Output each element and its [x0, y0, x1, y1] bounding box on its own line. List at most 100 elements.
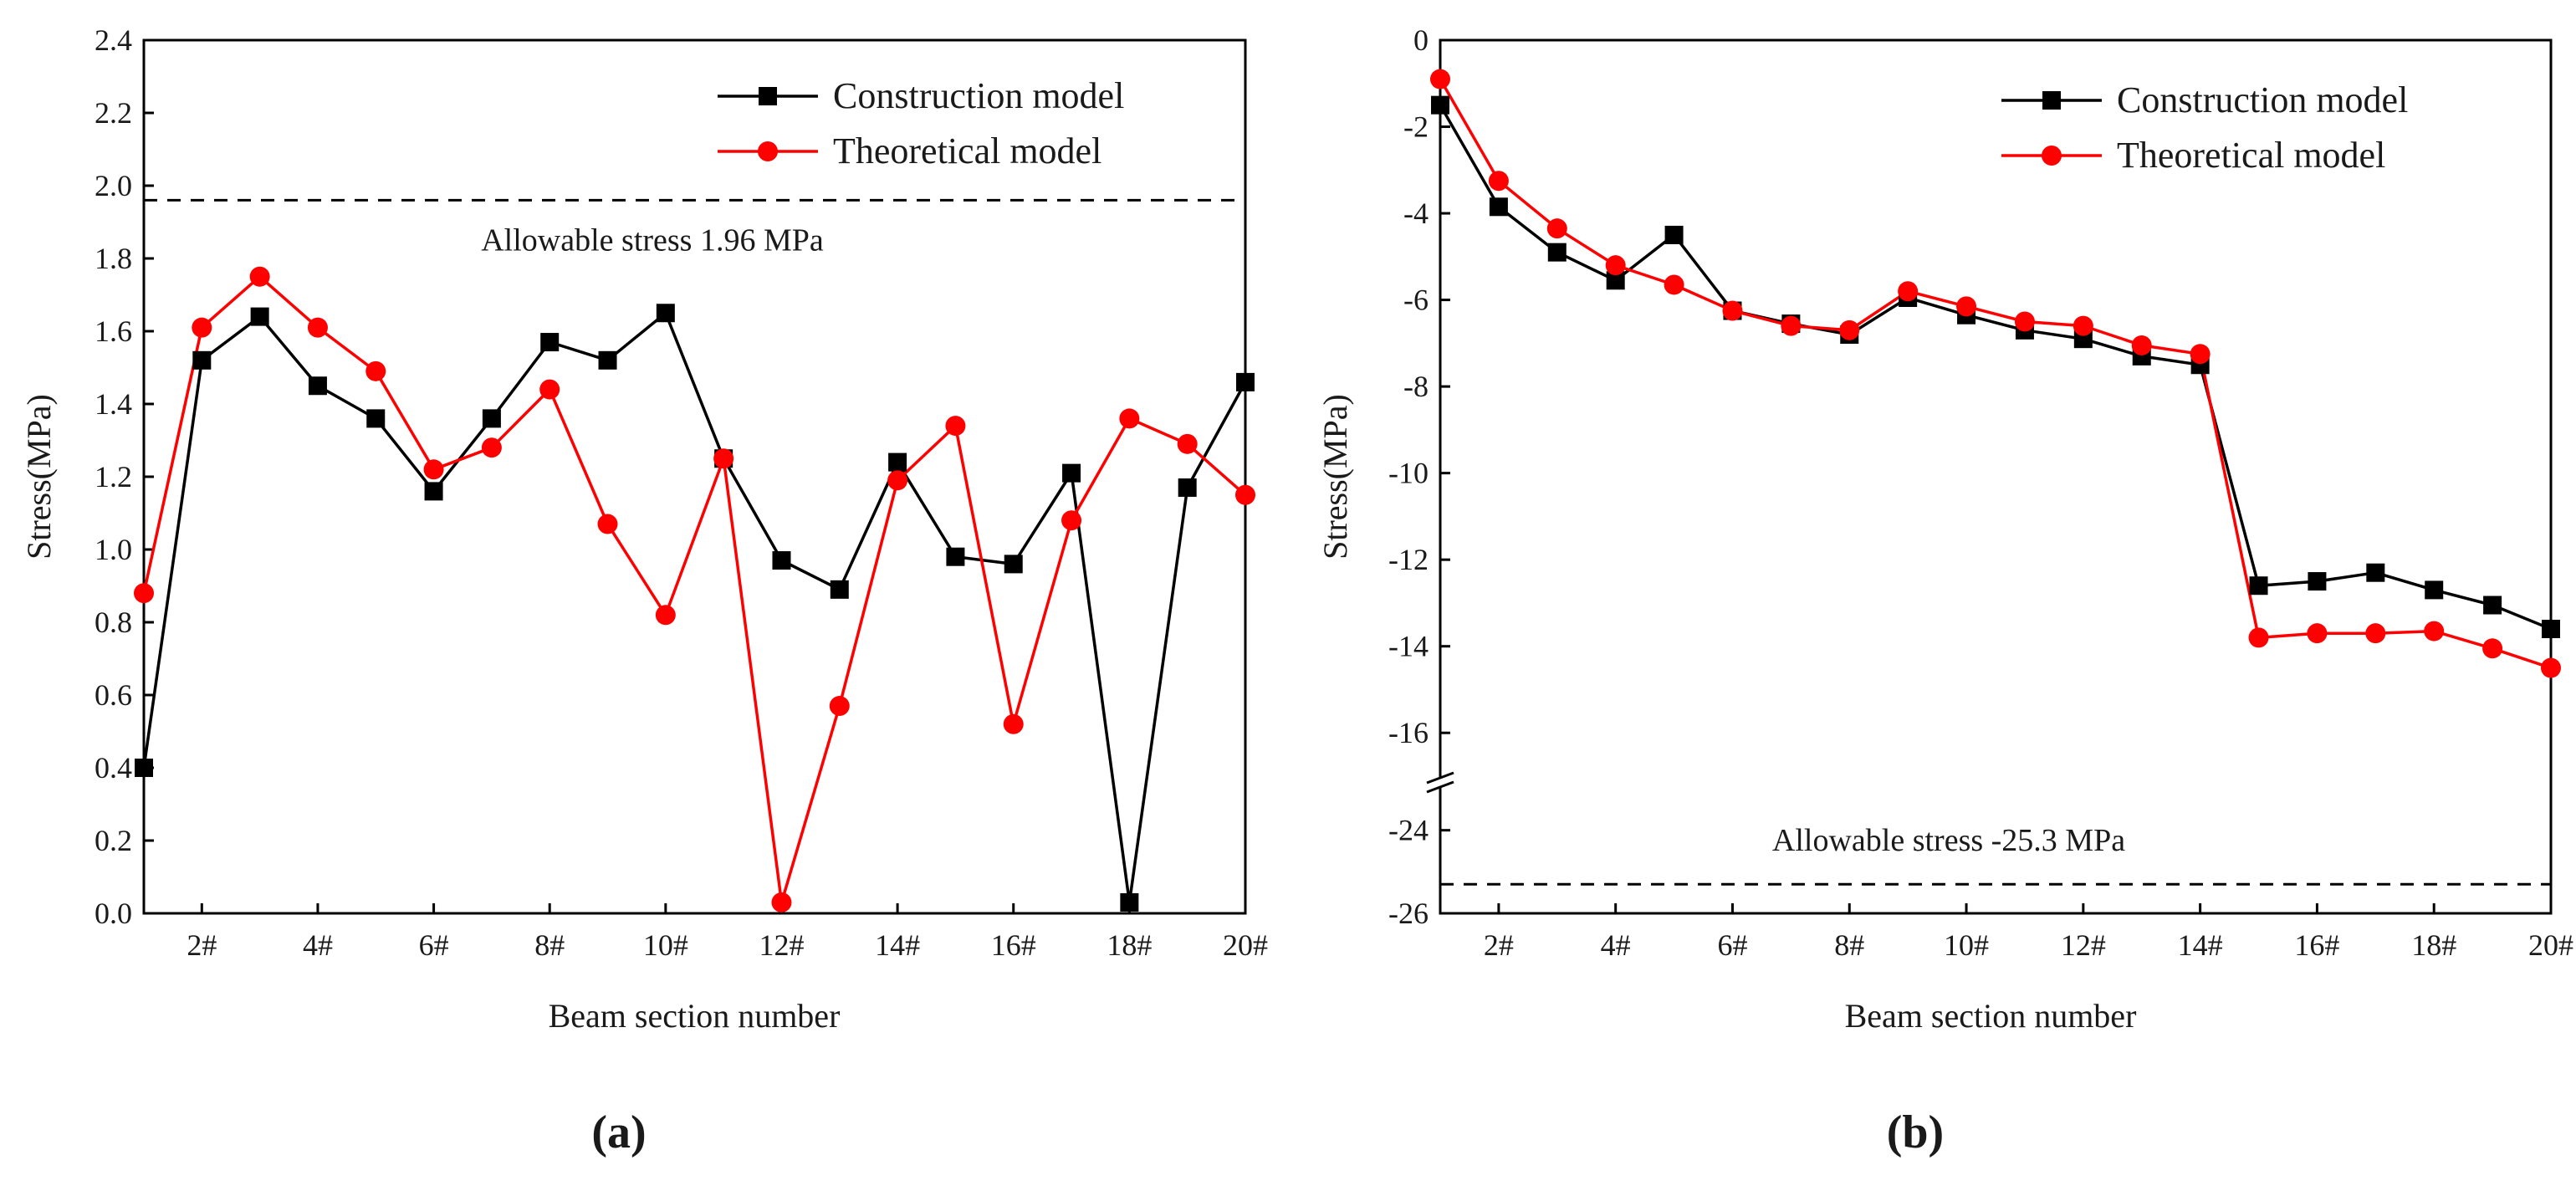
y-tick-label-a: 1.6: [95, 314, 132, 348]
y-tick-label-b: -26: [1388, 897, 1429, 930]
y-axis-label-a: Stress(MPa): [20, 394, 58, 560]
x-tick-label-b: 10#: [1944, 928, 1989, 962]
data-point-construction-a: [135, 759, 153, 777]
data-point-construction-a: [656, 304, 675, 323]
data-point-construction-a: [772, 551, 791, 570]
legend-marker-theoretical-b: [2042, 146, 2062, 166]
data-point-construction-b: [2308, 572, 2327, 591]
data-point-theoretical-a: [192, 317, 212, 338]
y-tick-label-b: -12: [1388, 543, 1429, 576]
y-axis-label-b: Stress(MPa): [1316, 394, 1354, 560]
data-point-theoretical-b: [1546, 218, 1567, 239]
data-point-theoretical-b: [2424, 621, 2445, 642]
axis-break-mark: [1426, 771, 1454, 785]
y-tick-label-a: 2.2: [95, 96, 132, 130]
axis-break-mark: [1426, 780, 1454, 794]
data-point-construction-a: [308, 376, 327, 396]
data-point-construction-a: [482, 409, 501, 428]
data-point-theoretical-b: [2365, 623, 2386, 644]
x-tick-label-a: 4#: [303, 928, 333, 962]
data-point-theoretical-b: [1781, 315, 1802, 336]
series-line-construction-b: [1439, 104, 2552, 631]
data-point-theoretical-a: [365, 360, 386, 381]
legend-marker-construction-b: [2042, 91, 2061, 110]
data-point-construction-a: [1120, 892, 1139, 912]
data-point-construction-a: [1178, 478, 1197, 498]
x-tick-label-a: 8#: [534, 928, 565, 962]
data-point-construction-b: [2542, 620, 2560, 638]
data-point-theoretical-a: [423, 459, 444, 480]
data-point-theoretical-a: [481, 437, 502, 458]
data-point-construction-a: [1236, 372, 1255, 391]
data-point-construction-a: [946, 547, 965, 566]
y-tick-label-b: -8: [1403, 370, 1429, 403]
x-tick-label-a: 6#: [419, 928, 449, 962]
x-tick-label-b: 2#: [1484, 928, 1514, 962]
x-tick-label-a: 16#: [991, 928, 1036, 962]
data-point-theoretical-a: [1061, 510, 1082, 531]
data-point-construction-a: [540, 333, 560, 352]
x-tick-label-b: 6#: [1717, 928, 1747, 962]
legend-b: Construction model Theoretical model: [2001, 79, 2408, 176]
plot-area-frame-b: [1439, 38, 2553, 915]
data-point-theoretical-a: [134, 583, 154, 604]
data-point-theoretical-a: [887, 470, 908, 491]
data-point-theoretical-b: [2248, 627, 2269, 648]
y-tick-label-b: -4: [1403, 197, 1429, 230]
legend-marker-construction-a: [759, 87, 777, 105]
data-point-theoretical-a: [1177, 433, 1198, 454]
x-tick-label-a: 14#: [875, 928, 920, 962]
data-point-construction-b: [1431, 95, 1449, 115]
data-point-theoretical-b: [1664, 274, 1684, 295]
y-tick-label-a: 2.0: [95, 169, 132, 202]
series-line-construction-a: [142, 311, 1247, 904]
x-axis-label-a: Beam section number: [549, 997, 841, 1035]
x-tick-label-b: 18#: [2411, 928, 2456, 962]
legend-label-theoretical-a: Theoretical model: [833, 130, 1101, 171]
y-tick-label-b: -24: [1388, 814, 1429, 847]
data-point-construction-b: [1664, 225, 1684, 244]
data-point-theoretical-a: [771, 892, 792, 912]
x-tick-label-b: 12#: [2061, 928, 2106, 962]
data-point-construction-b: [1606, 271, 1625, 290]
chart-panel-b: Allowable stress -25.3 MPa 2# 4# 6# 8# 10# 12…: [1316, 23, 2573, 1158]
data-point-construction-b: [2366, 563, 2385, 582]
x-tick-label-a: 20#: [1223, 928, 1268, 962]
y-tick-label-a: 2.4: [95, 23, 132, 57]
legend-label-theoretical-b: Theoretical model: [2117, 135, 2385, 176]
y-tick-label-b: -14: [1388, 630, 1429, 663]
data-point-theoretical-a: [249, 266, 270, 287]
data-point-theoretical-a: [945, 416, 966, 437]
data-point-theoretical-a: [307, 317, 328, 338]
y-tick-label-b: 0: [1413, 23, 1429, 57]
x-tick-label-a: 12#: [759, 928, 804, 962]
x-tick-label-b: 14#: [2178, 928, 2223, 962]
data-point-theoretical-a: [1119, 408, 1140, 429]
y-tick-label-a: 1.8: [95, 242, 132, 275]
y-tick-label-a: 1.0: [95, 533, 132, 566]
data-point-construction-b: [1547, 243, 1567, 262]
legend-a: Construction model Theoretical model: [718, 75, 1124, 171]
data-point-theoretical-a: [1003, 713, 1024, 734]
data-point-theoretical-a: [713, 448, 734, 469]
data-point-construction-a: [192, 350, 212, 370]
data-point-theoretical-b: [2190, 344, 2211, 365]
allowable-stress-label-a: Allowable stress 1.96 MPa: [481, 222, 824, 258]
legend-marker-theoretical-a: [758, 141, 778, 161]
data-point-construction-a: [250, 307, 269, 326]
data-point-theoretical-b: [2131, 335, 2152, 355]
data-point-theoretical-b: [2014, 311, 2035, 332]
x-tick-label-b: 8#: [1834, 928, 1864, 962]
data-point-theoretical-a: [1235, 484, 1255, 505]
panel-label-b: (b): [1887, 1107, 1944, 1158]
data-point-theoretical-a: [539, 379, 560, 400]
x-tick-label-a: 10#: [643, 928, 688, 962]
data-point-theoretical-b: [2307, 623, 2328, 644]
data-point-theoretical-b: [2482, 638, 2503, 659]
data-point-theoretical-a: [597, 514, 618, 534]
data-point-theoretical-b: [1488, 171, 1509, 192]
data-point-construction-a: [598, 350, 617, 370]
data-point-theoretical-b: [1898, 281, 1919, 302]
data-point-theoretical-b: [1722, 300, 1743, 321]
